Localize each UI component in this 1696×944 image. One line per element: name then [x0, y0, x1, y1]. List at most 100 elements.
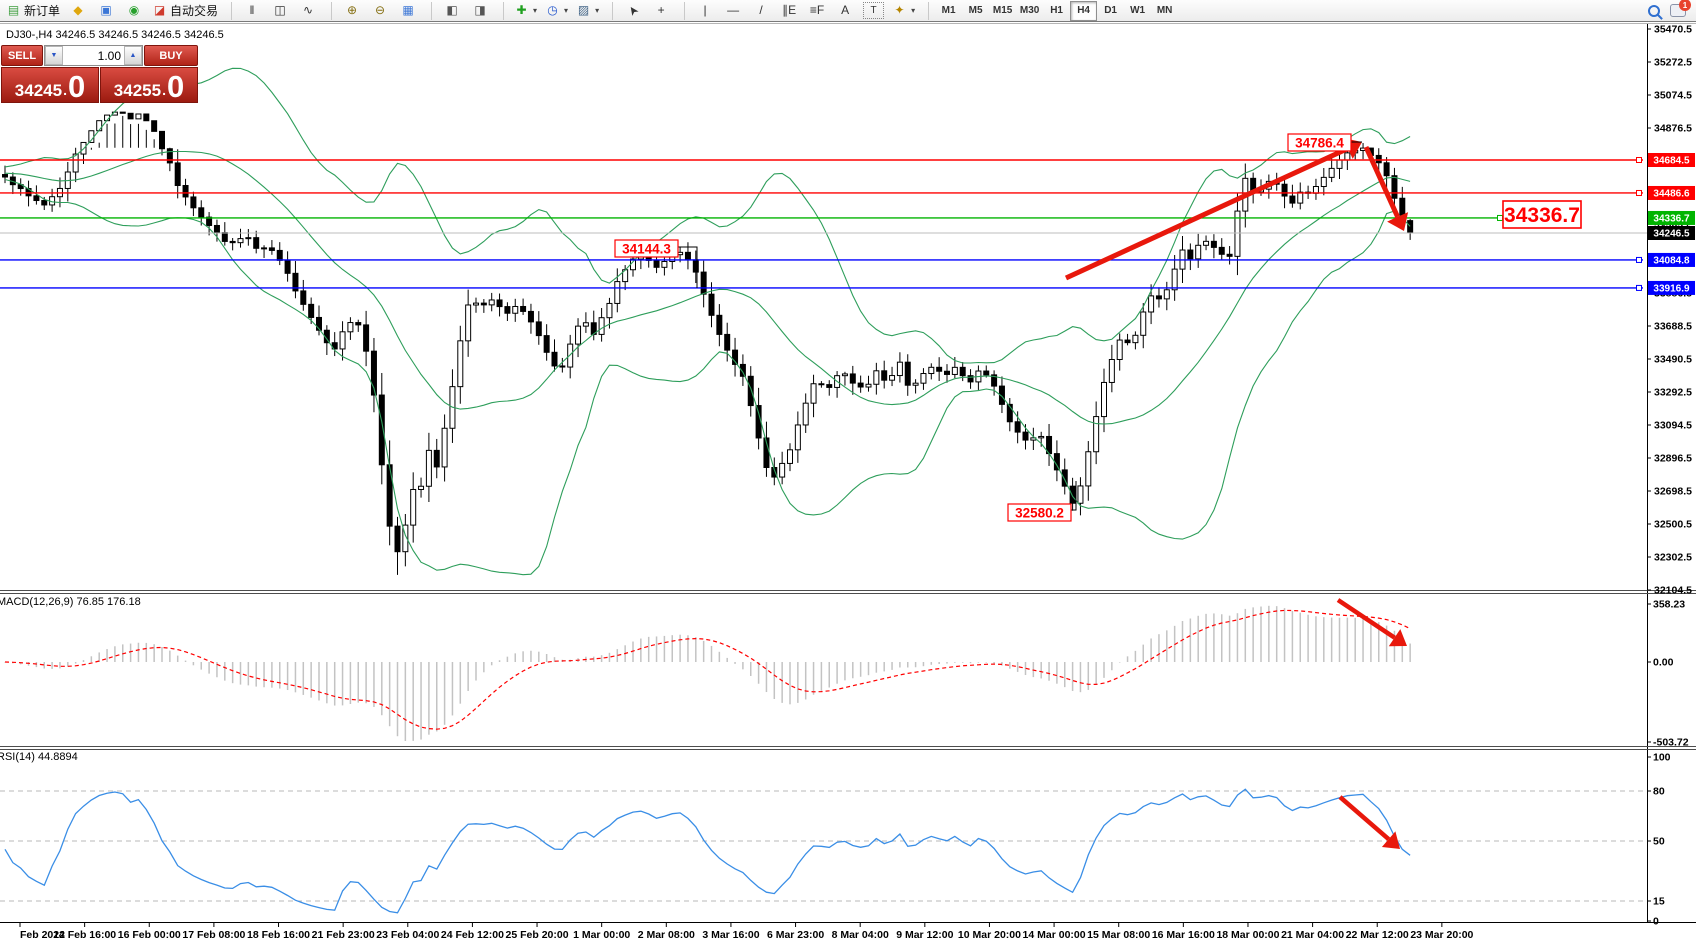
hline-handle[interactable]	[1636, 284, 1642, 291]
add-chart-button[interactable]: ✚ ▾	[510, 0, 541, 21]
candle-body	[284, 259, 291, 274]
timeframe-d1[interactable]: D1	[1104, 5, 1117, 16]
candle-body	[826, 384, 833, 388]
channel-button[interactable]: ∥E	[775, 0, 803, 21]
line-chart-button[interactable]: ∿	[294, 0, 322, 21]
hline-handle[interactable]	[1636, 256, 1642, 263]
volume-input[interactable]	[63, 46, 124, 65]
annotation-box[interactable]	[1287, 133, 1352, 152]
tile-windows-icon: ▦	[402, 3, 414, 17]
text-label-button[interactable]: T	[859, 0, 888, 21]
timeframe-h4[interactable]: H4	[1070, 0, 1098, 21]
chat-icon[interactable]: 1	[1670, 0, 1691, 17]
volume-increase-button[interactable]: ▲	[124, 46, 142, 65]
profiles-alt-button[interactable]: ◨	[466, 0, 494, 21]
price-badge-label: 34336.7	[1653, 213, 1690, 224]
macd-indicator-label: MACD(12,26,9) 76.85 176.18	[0, 596, 141, 608]
candle-body	[1344, 152, 1351, 161]
annotation-box[interactable]	[1502, 200, 1582, 229]
bid-price-display[interactable]: 34245 . 0	[1, 67, 99, 103]
trend-arrow-line[interactable]	[1363, 145, 1400, 218]
timeframe-h1[interactable]: H1	[1050, 5, 1063, 16]
trend-arrow-line[interactable]	[1338, 795, 1391, 841]
sell-button[interactable]: SELL	[1, 45, 43, 66]
candle-body	[512, 305, 519, 314]
crosshair-button[interactable]: +	[647, 0, 675, 21]
search-icon[interactable]	[1648, 4, 1660, 17]
ask-price-display[interactable]: 34255 . 0	[100, 67, 198, 103]
trend-arrow-head[interactable]	[1388, 629, 1407, 647]
candle-body	[951, 366, 958, 375]
trend-arrow-line[interactable]	[1336, 598, 1396, 640]
profiles-button[interactable]: ◧	[438, 0, 466, 21]
time-tick-label: 8 Mar 04:00	[832, 929, 889, 941]
timeframe-m30[interactable]: M30	[1019, 5, 1040, 16]
candle-body	[802, 402, 809, 426]
toolbar-group: | — / ∥E ≡F A T ✦ ▾	[691, 0, 919, 22]
zoom-out-button[interactable]: ⊖	[366, 0, 394, 21]
trend-arrow-head[interactable]	[1387, 212, 1409, 231]
time-tick-label: 18 Mar 00:00	[1216, 929, 1279, 941]
timeframe-mn[interactable]: MN	[1156, 5, 1173, 16]
dropdown-caret-icon[interactable]: ▾	[911, 6, 916, 15]
signal-button[interactable]: ◉	[120, 0, 148, 21]
timeframe-m1[interactable]: M1	[941, 5, 956, 16]
tile-windows-button[interactable]: ▦	[394, 0, 422, 21]
candle-body	[684, 251, 691, 261]
market-watch-button[interactable]: ◆	[64, 0, 92, 21]
autotrade-button[interactable]: ◪ 自动交易	[148, 0, 222, 21]
macd-panel	[4, 605, 1411, 741]
fibonacci-button[interactable]: ≡F	[803, 0, 831, 21]
trend-arrow-head[interactable]	[1381, 831, 1400, 849]
horizontal-line-button[interactable]: —	[719, 0, 747, 21]
chart-title: DJ30-,H4 34246.5 34246.5 34246.5 34246.5	[6, 29, 224, 41]
time-tick-label: 15 Mar 08:00	[1087, 929, 1150, 941]
timeframe-m15[interactable]: M15	[992, 5, 1013, 16]
indicators-button[interactable]: ▨ ▾	[572, 0, 603, 21]
bar-chart-button[interactable]: ‖	[238, 0, 266, 21]
candle-body	[567, 343, 574, 368]
candle-body	[182, 185, 189, 198]
candle-body	[127, 112, 134, 120]
annotation-text: 34144.3	[622, 241, 671, 256]
chart-window-button[interactable]: ▣	[92, 0, 120, 21]
toolbar-separator	[677, 1, 686, 20]
annotation-box[interactable]	[1007, 503, 1072, 522]
macd-scale-label: -503.72	[1653, 737, 1689, 749]
hline-handle[interactable]	[1636, 157, 1642, 163]
cursor-button[interactable]: ➤	[619, 0, 647, 21]
candle-body	[1218, 246, 1225, 255]
annotation-box[interactable]	[614, 239, 679, 258]
candle-body	[700, 271, 707, 295]
candle-body	[1155, 295, 1162, 300]
trendline-button[interactable]: /	[747, 0, 775, 21]
vertical-line-button[interactable]: |	[691, 0, 719, 21]
text-button[interactable]: A	[831, 0, 859, 21]
candle-body	[1281, 183, 1288, 197]
candle-body	[575, 325, 582, 345]
period-button[interactable]: ◷ ▾	[541, 0, 572, 21]
dropdown-caret-icon[interactable]: ▾	[595, 6, 600, 15]
timeframe-w1[interactable]: W1	[1130, 5, 1146, 16]
zoom-in-button[interactable]: ⊕	[338, 0, 366, 21]
candle-body	[347, 322, 354, 333]
hline-handle[interactable]	[1497, 214, 1503, 221]
timeframe-m5[interactable]: M5	[968, 5, 983, 16]
time-tick-label: 1 Mar 00:00	[573, 929, 630, 941]
buy-button[interactable]: BUY	[144, 45, 198, 66]
arrows-button[interactable]: ✦ ▾	[888, 0, 919, 21]
candlestick-button[interactable]: ◫	[266, 0, 294, 21]
new-order-button[interactable]: ▤ 新订单	[2, 0, 64, 21]
candle-body	[402, 524, 409, 553]
one-click-trading-panel: SELL ▼ ▲ BUY 34245 . 0 34255 . 0	[1, 45, 198, 103]
volume-decrease-button[interactable]: ▼	[45, 46, 63, 65]
bid-price-int: 34245	[14, 81, 63, 100]
dropdown-caret-icon[interactable]: ▾	[533, 6, 538, 15]
hline-handle[interactable]	[1636, 189, 1642, 196]
dropdown-caret-icon[interactable]: ▾	[564, 6, 569, 15]
candle-body	[1061, 469, 1068, 487]
trend-arrow-line[interactable]	[1064, 146, 1349, 281]
candle-body	[457, 340, 464, 388]
candle-body	[920, 373, 927, 384]
